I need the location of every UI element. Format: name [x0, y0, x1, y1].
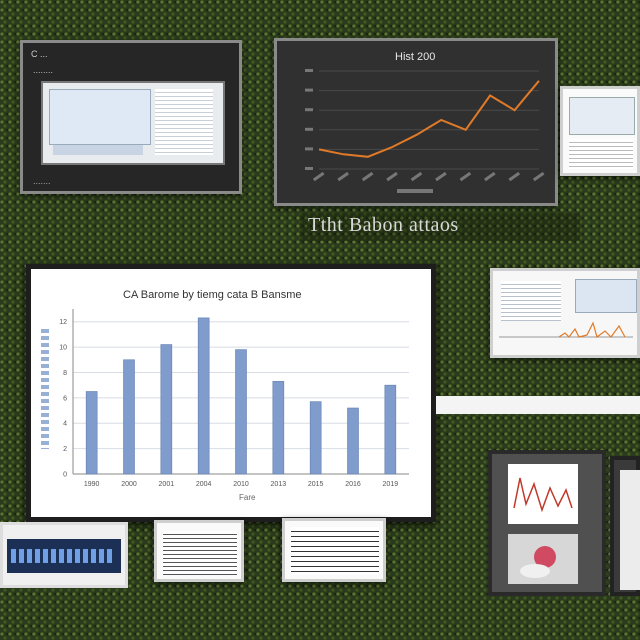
bar — [347, 407, 359, 475]
y-tick-mark — [305, 127, 313, 131]
banner-title: Ttht Babon attaos — [308, 214, 459, 236]
y-tick-mark — [305, 167, 313, 170]
y-tick-label: 8 — [63, 370, 67, 377]
y-tick-mark — [305, 147, 313, 151]
x-tick-mark — [508, 171, 521, 182]
x-tick-label: 2000 — [121, 481, 137, 488]
panel-top-left-screenshot — [41, 81, 225, 165]
spike-chart-svg — [499, 321, 633, 339]
panel-top-left-subtitle: ........ — [33, 65, 54, 75]
main-bar-chart-panel: CA Barome by tiemg cata B Bansme 0 2 4 6 8 10… — [26, 264, 436, 522]
x-tick-mark — [484, 171, 496, 182]
bar-chart-y-axis-label — [41, 329, 49, 449]
x-tick-label: 2001 — [159, 481, 175, 488]
panel-top-left-footer: ....... — [33, 176, 51, 186]
y-tick-label: 2 — [63, 446, 67, 453]
line-chart-panel: Hist 200 — [274, 38, 558, 206]
x-tick-label: 2015 — [308, 481, 324, 488]
document-thumbnail-top-right — [560, 86, 640, 176]
blue-text-card — [0, 522, 128, 588]
bar — [272, 381, 285, 475]
x-tick-mark — [337, 171, 349, 182]
bar — [235, 349, 247, 475]
bar — [85, 391, 98, 475]
y-tick-mark — [305, 69, 313, 72]
x-tick-mark — [312, 171, 325, 182]
document-thumbnail-bottom-1 — [154, 520, 244, 582]
x-tick-mark — [459, 171, 472, 182]
bar-chart-svg: 0 2 4 6 8 10 12 1990 2000 2001 2004 2010 2013 2015 201… — [59, 309, 409, 488]
x-tick-label: 2004 — [196, 481, 212, 488]
x-tick-label: 1990 — [84, 481, 100, 488]
bar-chart-x-axis-label: Fare — [239, 493, 256, 502]
bar — [197, 317, 210, 475]
document-thumbnail-bottom-2 — [282, 518, 386, 582]
flower-image — [508, 534, 578, 584]
y-tick-label: 0 — [63, 472, 67, 479]
x-tick-label: 2016 — [345, 481, 361, 488]
y-tick-label: 6 — [63, 395, 67, 402]
bar — [160, 344, 173, 475]
line-chart-svg — [305, 69, 545, 193]
x-tick-mark — [410, 171, 423, 182]
bar — [384, 384, 397, 475]
bar — [123, 359, 135, 475]
framed-red-line-chart — [488, 450, 606, 596]
y-tick-mark — [305, 88, 313, 92]
line-chart-series — [318, 80, 540, 158]
x-tick-mark — [386, 171, 398, 182]
x-tick-label: 2019 — [383, 481, 399, 488]
panel-top-left-title: C ... — [31, 49, 48, 59]
banner-strip — [300, 213, 580, 241]
x-tick-mark — [435, 171, 447, 182]
white-strip — [436, 396, 640, 414]
y-tick-label: 4 — [63, 421, 67, 428]
x-tick-mark — [361, 171, 374, 182]
x-tick-label: 2010 — [233, 481, 249, 488]
y-tick-label: 12 — [59, 319, 67, 326]
bar — [309, 401, 322, 475]
line-chart-title: Hist 200 — [395, 51, 436, 63]
red-line-chart-svg — [513, 477, 573, 513]
y-tick-mark — [305, 108, 313, 112]
x-tick-label: 2013 — [271, 481, 287, 488]
framed-panel-far-right — [610, 456, 640, 596]
panel-top-left: C ... ........ ....... — [20, 40, 242, 194]
x-tick-mark — [532, 171, 545, 182]
x-axis-label-mark — [397, 189, 433, 193]
y-tick-label: 10 — [59, 345, 67, 352]
spike-chart-panel — [490, 268, 640, 358]
bar-chart-title: CA Barome by tiemg cata B Bansme — [123, 289, 302, 301]
